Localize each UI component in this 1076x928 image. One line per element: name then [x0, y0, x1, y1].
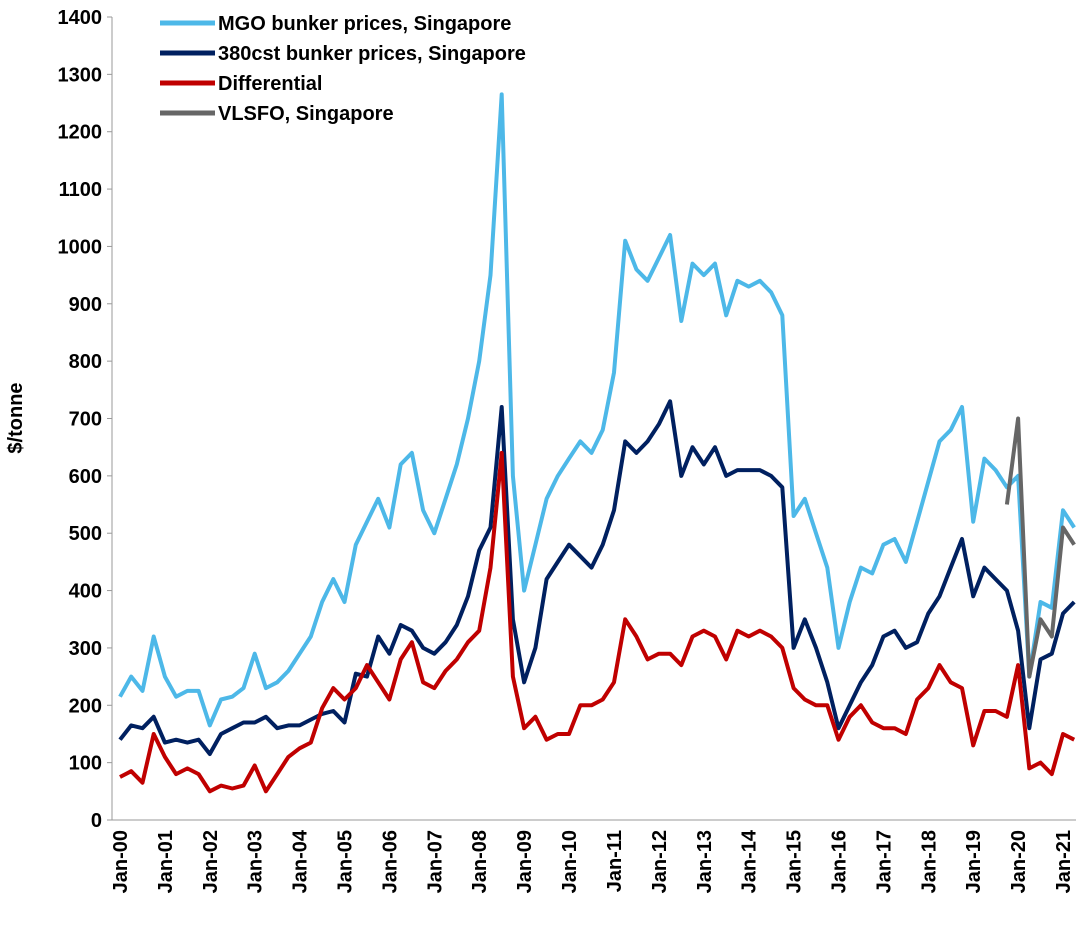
- y-tick-label: 500: [69, 523, 102, 545]
- x-tick-label: Jan-04: [290, 829, 312, 893]
- y-tick-label: 700: [69, 409, 102, 431]
- legend-label: Differential: [218, 73, 322, 95]
- y-tick-label: 0: [91, 810, 102, 832]
- y-tick-label: 1300: [58, 64, 103, 86]
- x-tick-label: Jan-14: [739, 829, 761, 893]
- x-tick-label: Jan-12: [649, 830, 671, 893]
- series-line: [118, 92, 1076, 728]
- x-tick-label: Jan-01: [155, 830, 177, 893]
- x-tick-label: Jan-15: [784, 830, 806, 893]
- x-tick-label: Jan-13: [694, 830, 716, 893]
- y-tick-label: 200: [69, 695, 102, 717]
- x-tick-label: Jan-20: [1008, 830, 1030, 893]
- x-tick-label: Jan-00: [110, 830, 132, 893]
- x-tick-label: Jan-09: [514, 830, 536, 893]
- x-tick-label: Jan-18: [918, 830, 940, 893]
- series-line: [1004, 416, 1076, 679]
- x-tick-label: Jan-08: [469, 830, 491, 893]
- y-tick-label: 100: [69, 753, 102, 775]
- y-tick-label: 900: [69, 294, 102, 316]
- x-tick-label: Jan-07: [424, 830, 446, 893]
- x-tick-label: Jan-21: [1053, 830, 1075, 893]
- y-tick-label: 800: [69, 351, 102, 373]
- y-tick-label: 1000: [58, 236, 103, 258]
- x-tick-label: Jan-17: [873, 830, 895, 893]
- x-tick-label: Jan-06: [379, 830, 401, 893]
- x-tick-label: Jan-05: [335, 830, 357, 893]
- x-tick-label: Jan-03: [245, 830, 267, 893]
- legend-label: MGO bunker prices, Singapore: [218, 13, 511, 35]
- x-tick-label: Jan-11: [604, 830, 626, 892]
- y-tick-label: 1400: [58, 7, 103, 29]
- legend-label: 380cst bunker prices, Singapore: [218, 43, 526, 65]
- x-tick-label: Jan-02: [200, 830, 222, 893]
- y-tick-label: 300: [69, 638, 102, 660]
- x-tick-label: Jan-10: [559, 830, 581, 893]
- x-tick-label: Jan-19: [963, 830, 985, 893]
- series-line: [118, 399, 1076, 756]
- series-line: [119, 450, 1076, 794]
- y-tick-label: 1200: [58, 122, 103, 144]
- y-axis-label: $/tonne: [5, 382, 27, 453]
- y-tick-label: 400: [69, 581, 102, 603]
- x-tick-label: Jan-16: [828, 830, 850, 893]
- legend-label: VLSFO, Singapore: [218, 103, 394, 125]
- y-tick-label: 1100: [59, 179, 102, 201]
- y-tick-label: 600: [69, 466, 102, 488]
